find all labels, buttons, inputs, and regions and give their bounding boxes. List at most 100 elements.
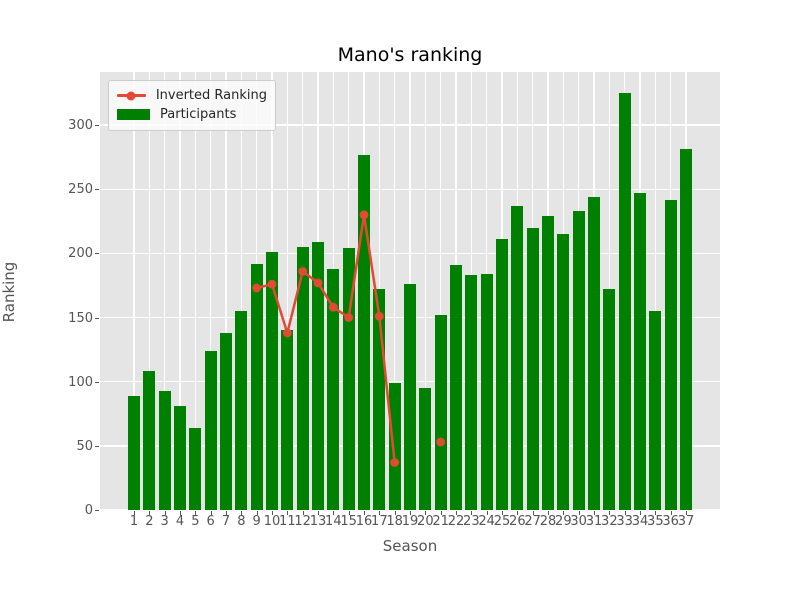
x-tick-mark xyxy=(456,511,457,515)
y-tick-mark xyxy=(95,189,99,191)
x-tick-mark xyxy=(134,511,135,515)
x-tick-mark xyxy=(241,511,243,515)
x-tick-mark xyxy=(594,511,595,515)
x-tick-label-9: 9 xyxy=(252,514,261,529)
participants-bar-season-14 xyxy=(327,268,340,510)
v-gridline xyxy=(439,72,442,510)
x-tick-mark xyxy=(532,511,534,515)
v-gridline xyxy=(240,72,243,510)
x-tick-mark xyxy=(609,511,611,515)
chart-title: Mano's ranking xyxy=(337,44,483,66)
participants-bar-season-31 xyxy=(588,196,600,510)
y-tick-label-200: 200 xyxy=(68,246,93,262)
participants-bar-season-36 xyxy=(664,199,677,510)
participants-bar-season-11 xyxy=(281,330,294,510)
v-gridline xyxy=(424,72,427,510)
v-gridline xyxy=(133,72,135,510)
y-tick-label-50: 50 xyxy=(76,438,93,454)
x-tick-mark xyxy=(425,511,427,515)
y-tick-label-300: 300 xyxy=(68,118,93,134)
x-tick-label-32: 32 xyxy=(601,514,618,529)
x-tick-label-21: 21 xyxy=(432,514,449,529)
participants-bar-season-22 xyxy=(450,264,462,510)
x-tick-mark xyxy=(164,511,166,515)
line-swatch-icon xyxy=(117,91,146,100)
y-tick-label-0: 0 xyxy=(84,503,93,518)
x-tick-label-15: 15 xyxy=(340,514,357,529)
x-tick-label-33: 33 xyxy=(616,514,633,529)
x-tick-label-31: 31 xyxy=(585,514,603,529)
v-gridline xyxy=(179,72,181,510)
x-tick-mark xyxy=(471,511,473,515)
x-tick-mark xyxy=(333,511,335,515)
participants-bar-season-28 xyxy=(542,216,554,510)
x-tick-mark xyxy=(410,511,411,515)
participants-bar-season-37 xyxy=(680,149,692,510)
x-tick-label-7: 7 xyxy=(221,514,231,529)
y-tick-label-150: 150 xyxy=(68,310,93,326)
participants-bar-season-20 xyxy=(419,388,432,510)
y-tick-mark xyxy=(95,125,99,127)
participants-bar-season-16 xyxy=(358,154,370,510)
participants-bar-season-23 xyxy=(465,275,478,510)
participants-bar-season-33 xyxy=(618,93,631,510)
x-tick-mark xyxy=(517,511,519,515)
participants-bar-season-19 xyxy=(404,284,416,510)
participants-bar-season-26 xyxy=(511,205,524,510)
x-tick-mark xyxy=(210,511,212,515)
v-gridline xyxy=(225,72,227,510)
x-tick-label-36: 36 xyxy=(662,514,679,529)
participants-bar-season-12 xyxy=(296,246,309,510)
x-tick-label-25: 25 xyxy=(493,514,511,529)
x-tick-mark xyxy=(394,511,396,515)
x-tick-label-13: 13 xyxy=(309,514,327,529)
participants-bar-season-18 xyxy=(388,382,401,510)
x-tick-label-3: 3 xyxy=(160,514,169,529)
x-tick-mark xyxy=(302,511,304,515)
x-tick-mark xyxy=(318,511,319,515)
x-tick-label-16: 16 xyxy=(355,514,373,529)
legend-label: Inverted Ranking xyxy=(155,88,267,103)
x-tick-mark xyxy=(655,511,657,515)
x-tick-label-29: 29 xyxy=(555,514,572,529)
x-tick-label-28: 28 xyxy=(539,514,557,529)
v-gridline xyxy=(148,72,151,510)
participants-bar-season-34 xyxy=(634,193,646,510)
v-gridline xyxy=(163,72,166,510)
y-tick-label-250: 250 xyxy=(68,182,93,198)
x-tick-label-2: 2 xyxy=(145,514,154,529)
x-tick-label-35: 35 xyxy=(647,514,664,529)
x-tick-label-4: 4 xyxy=(175,514,185,529)
x-tick-mark xyxy=(149,511,151,515)
x-tick-label-17: 17 xyxy=(371,514,388,529)
participants-bar-season-32 xyxy=(603,289,616,510)
x-tick-label-20: 20 xyxy=(417,514,434,529)
x-tick-mark xyxy=(364,511,365,515)
participants-bar-season-5 xyxy=(189,427,202,510)
participants-bar-season-6 xyxy=(204,350,217,510)
x-tick-label-19: 19 xyxy=(401,514,419,529)
y-tick-mark xyxy=(95,381,99,383)
marker-dot-icon xyxy=(126,91,136,100)
x-tick-label-1: 1 xyxy=(129,514,139,529)
x-tick-mark xyxy=(486,511,488,515)
x-tick-label-23: 23 xyxy=(463,514,480,529)
participants-bar-season-24 xyxy=(480,273,493,510)
legend-label: Participants xyxy=(160,107,237,122)
y-tick-label-100: 100 xyxy=(68,374,93,390)
participants-bar-season-29 xyxy=(557,234,570,510)
y-tick-mark xyxy=(95,510,99,511)
participants-bar-season-15 xyxy=(342,248,355,510)
x-tick-label-8: 8 xyxy=(237,514,246,529)
y-axis-label: Ranking xyxy=(0,261,18,323)
x-axis-label: Season xyxy=(382,537,438,555)
participants-bar-season-1 xyxy=(128,395,140,510)
x-tick-mark xyxy=(348,511,350,515)
participants-bar-season-8 xyxy=(235,311,248,510)
plot-area: Inverted Ranking Participants xyxy=(100,72,720,510)
x-tick-label-26: 26 xyxy=(509,514,526,529)
participants-bar-season-17 xyxy=(373,289,386,510)
x-tick-mark xyxy=(578,511,580,515)
x-tick-mark xyxy=(226,511,227,515)
